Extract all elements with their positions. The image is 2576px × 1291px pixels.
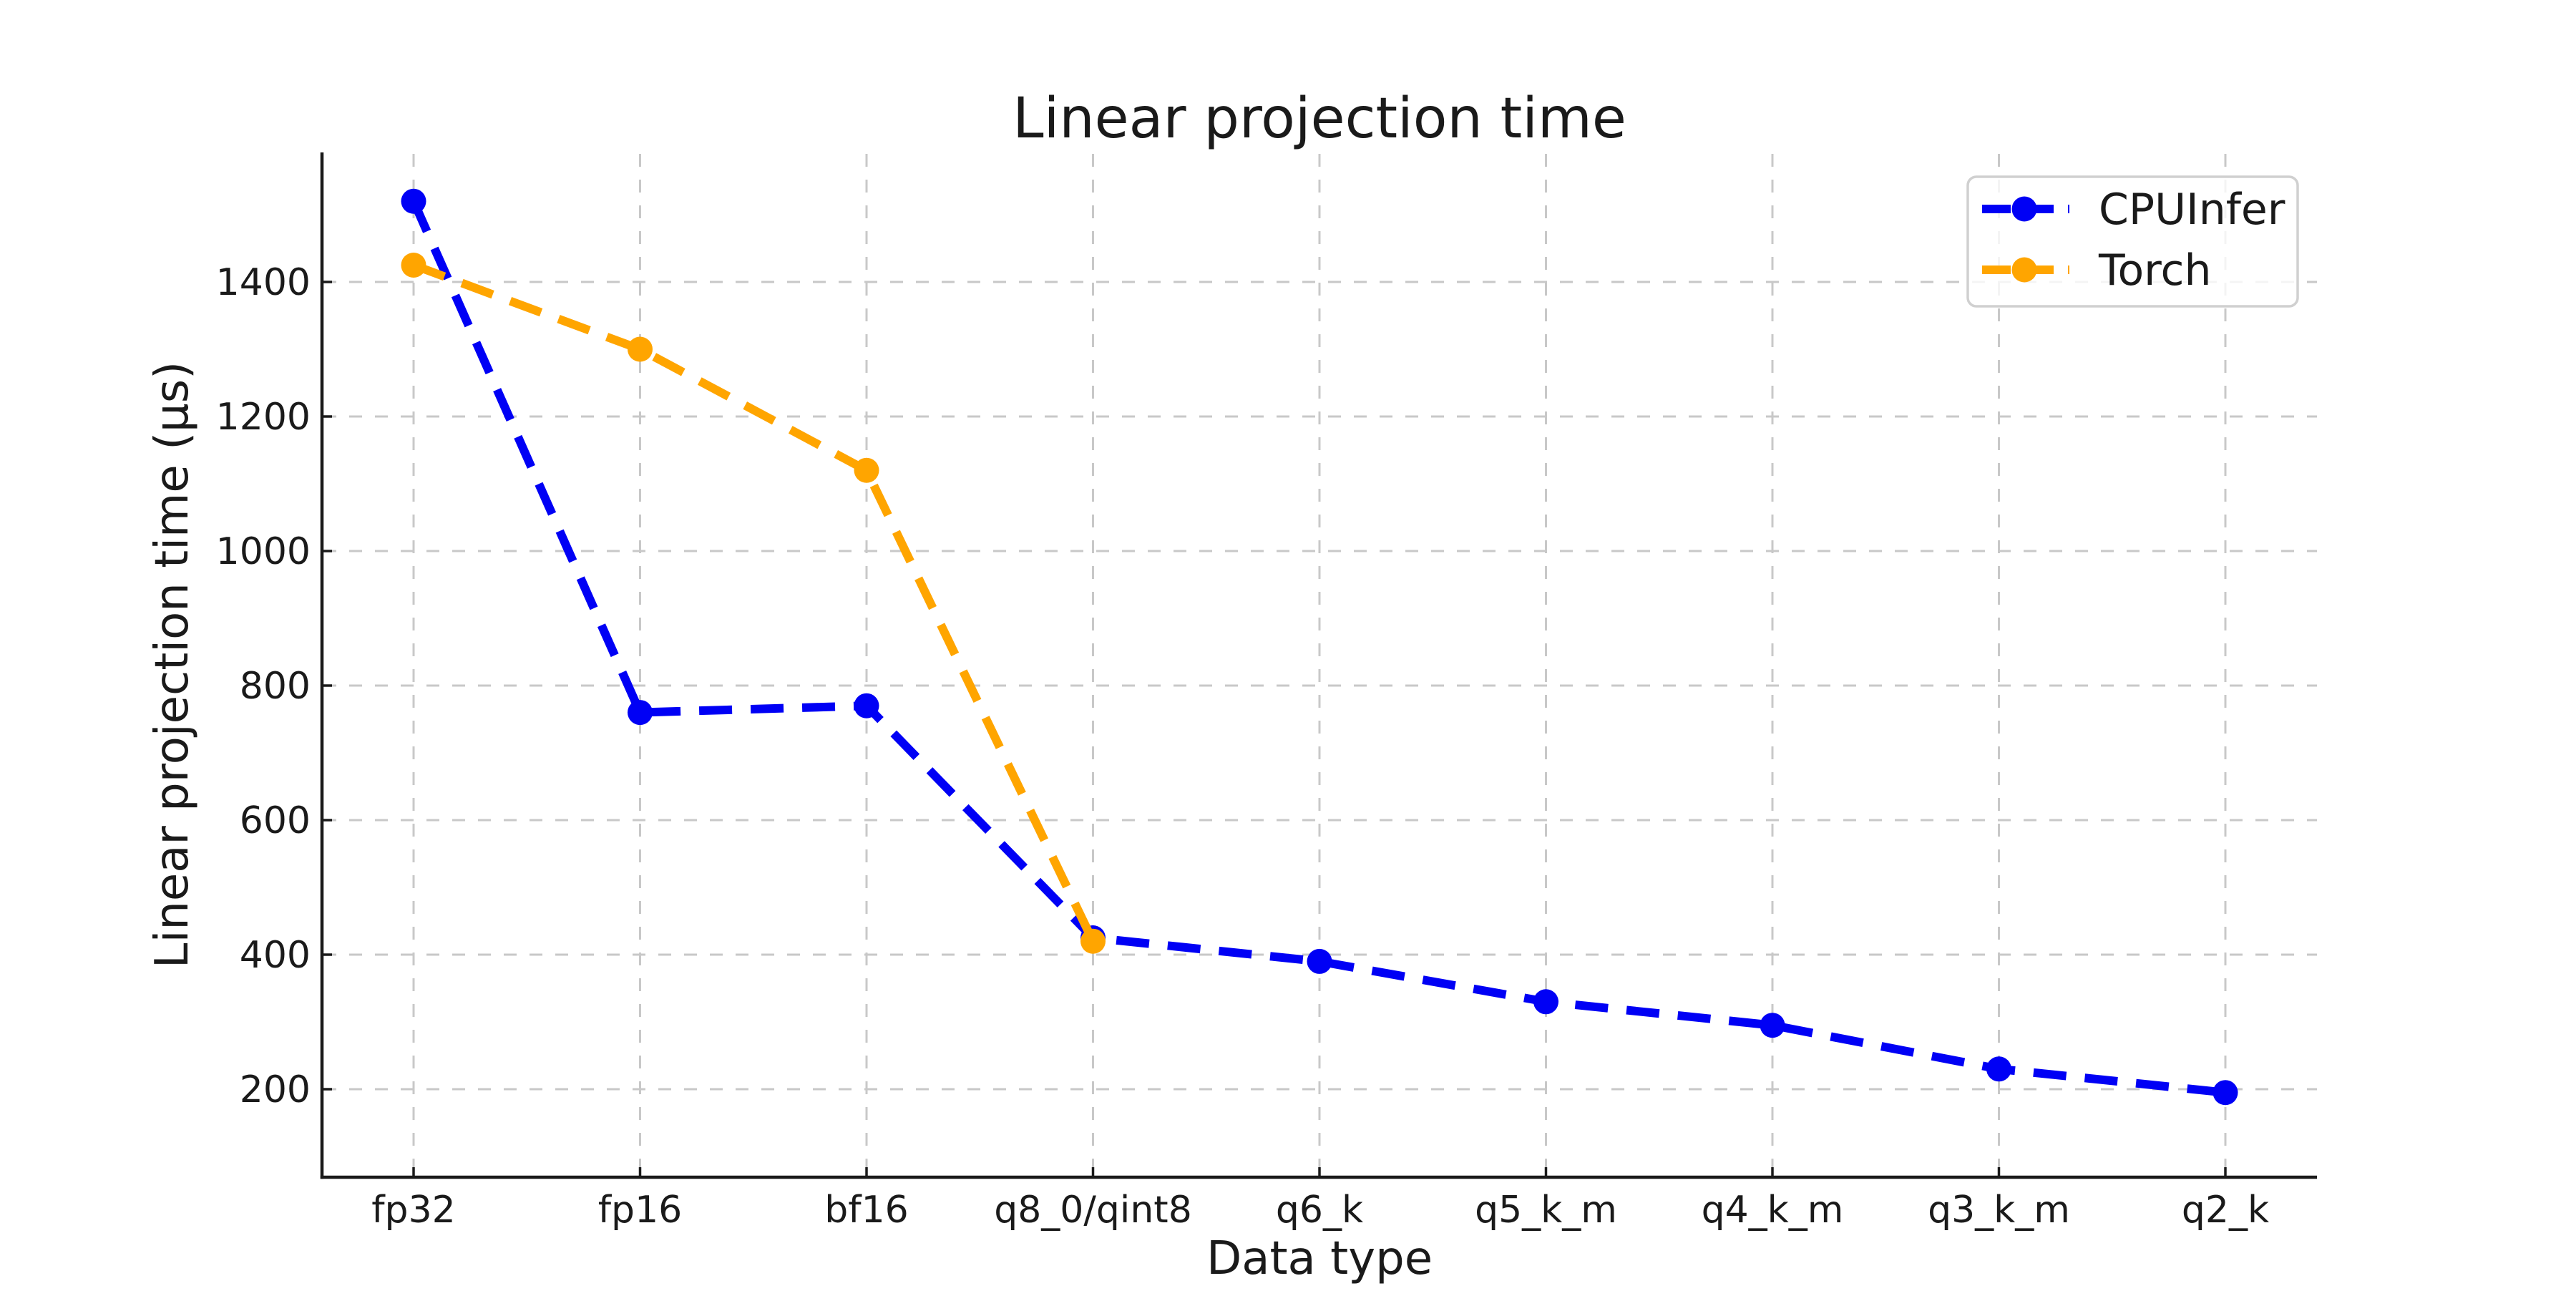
series-line-torch (411, 260, 1097, 943)
data-point-torch-bf16 (854, 457, 879, 483)
x-tick-label-fp16: fp16 (598, 1189, 682, 1232)
y-tick-label-800: 800 (240, 665, 311, 708)
data-point-cpuinfer-q5_k_m (1533, 989, 1558, 1015)
data-point-cpuinfer-q2_k (2212, 1080, 2238, 1106)
x-tick-label-bf16: bf16 (824, 1189, 908, 1232)
x-tick-label-q6_k: q6_k (1276, 1189, 1363, 1232)
data-point-cpuinfer-q3_k_m (1986, 1056, 2011, 1082)
data-point-torch-q8_0/qint8 (1080, 928, 1106, 954)
y-tick-label-600: 600 (240, 799, 311, 842)
data-point-torch-fp32 (401, 253, 426, 278)
data-point-cpuinfer-q6_k (1307, 948, 1332, 974)
x-tick-label-q8_0/qint8: q8_0/qint8 (994, 1189, 1192, 1232)
y-tick-label-1200: 1200 (216, 396, 311, 439)
y-tick-label-1000: 1000 (216, 530, 311, 573)
x-tick-label-fp32: fp32 (371, 1189, 455, 1232)
x-tick-label-q3_k_m: q3_k_m (1928, 1189, 2070, 1232)
data-point-cpuinfer-bf16 (854, 693, 879, 718)
x-tick-label-q5_k_m: q5_k_m (1475, 1189, 1617, 1232)
x-tick-label-q4_k_m: q4_k_m (1702, 1189, 1844, 1232)
series-line-cpuinfer (409, 199, 2226, 1097)
x-tick-label-q2_k: q2_k (2182, 1189, 2269, 1232)
legend-label-torch: Torch (2098, 245, 2212, 296)
x-tick-labels: fp32 fp16 bf16 q8_0/qint8 q6_k q5_k_m q4_k_m q3… (371, 1189, 2269, 1232)
data-point-torch-fp16 (628, 336, 653, 362)
data-point-cpuinfer-q4_k_m (1760, 1013, 1785, 1038)
y-tick-label-400: 400 (240, 934, 311, 977)
series-layer (401, 188, 2238, 1106)
data-point-cpuinfer-fp32 (401, 188, 426, 214)
y-tick-label-200: 200 (240, 1068, 311, 1111)
y-tick-labels: 200 400 600 800 1000 1200 1400 (216, 261, 311, 1111)
series-torch (401, 253, 1106, 954)
y-axis-label: Linear projection time (µs) (146, 361, 199, 968)
legend: CPUInfer Torch (1966, 175, 2299, 308)
legend-label-cpuinfer: CPUInfer (2099, 185, 2285, 235)
legend-entry-torch: Torch (1982, 245, 2212, 296)
x-axis-label: Data type (1206, 1232, 1433, 1285)
chart-title: Linear projection time (1013, 87, 1626, 151)
y-tick-label-1400: 1400 (216, 261, 311, 304)
legend-entry-cpuinfer: CPUInfer (1982, 185, 2285, 235)
data-point-cpuinfer-fp16 (628, 700, 653, 726)
legend-marker-cpuinfer (2011, 196, 2037, 222)
axis-ticks (322, 281, 2227, 1177)
legend-marker-torch (2011, 257, 2037, 283)
